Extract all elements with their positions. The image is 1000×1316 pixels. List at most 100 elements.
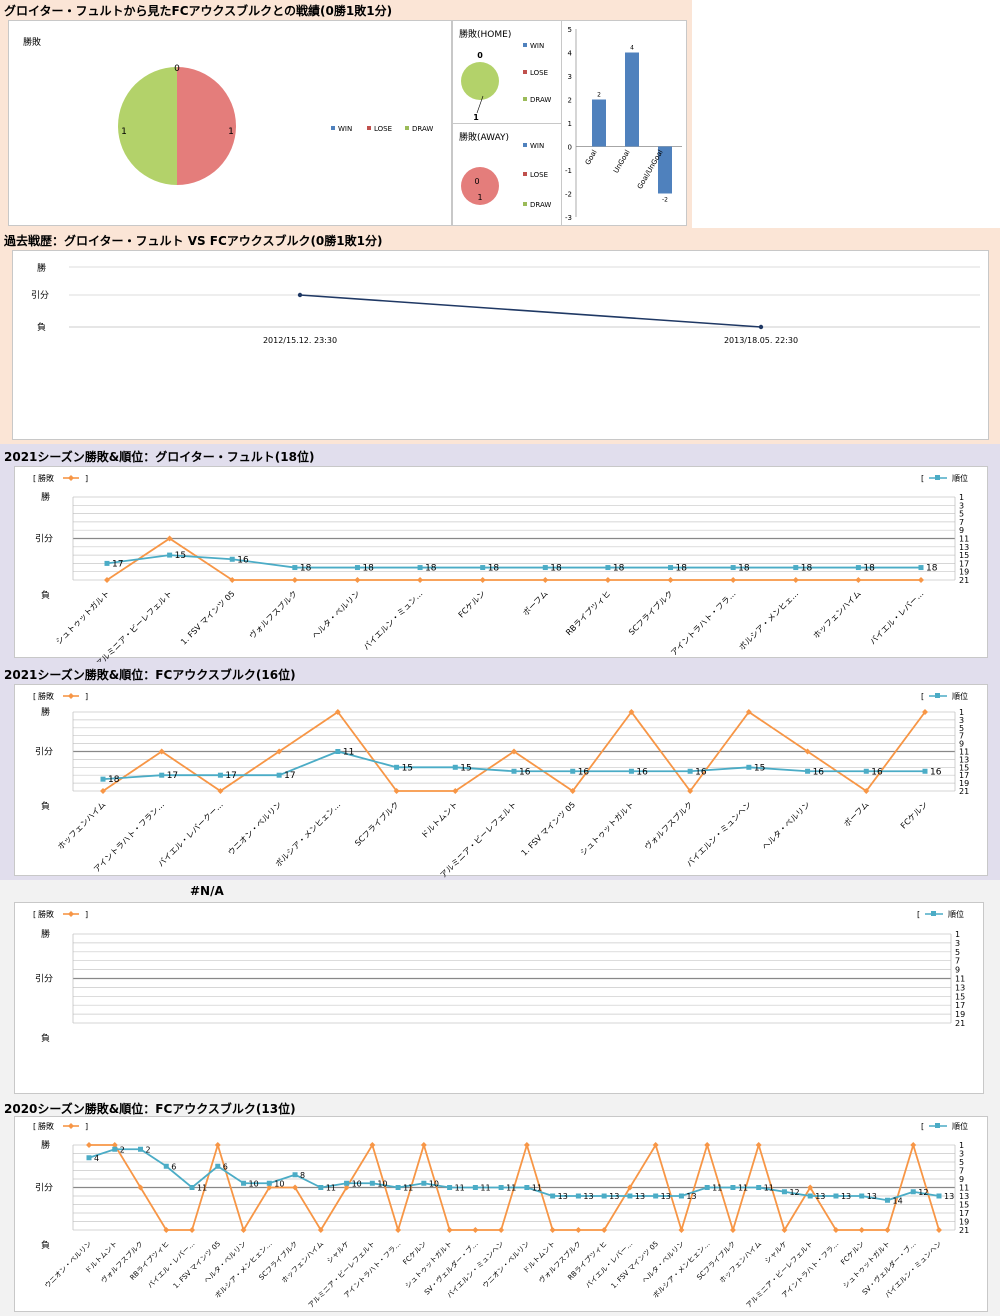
history-point <box>297 292 303 298</box>
furth2021-result-point <box>291 577 298 583</box>
aug2020-rank-tick: 13 <box>959 1192 969 1201</box>
legend-win-swatch <box>331 126 335 130</box>
legend-win-label: WIN <box>338 125 352 133</box>
empty-legend-result-marker <box>68 911 74 917</box>
goal-bar-1 <box>625 52 639 147</box>
aug2020-legend-result-marker <box>68 1123 74 1129</box>
aug2020-category: 1. FSV マインツ 05 <box>172 1240 222 1290</box>
aug2020-result-point <box>317 1227 324 1233</box>
aug2020-category: 1. FSV マインツ 05 <box>610 1240 660 1290</box>
empty-rank-tick: 5 <box>955 948 960 957</box>
aug2020-rank-point <box>575 1193 581 1199</box>
furth2021-result-point <box>667 577 674 583</box>
history-x-label: 2012/15.12. 23:30 <box>263 336 337 345</box>
aug2020-result-point <box>652 1142 659 1148</box>
pie-main-legend: WIN LOSE DRAW <box>331 125 433 133</box>
aug2020-rank-label: 10 <box>274 1179 284 1188</box>
furth2021-category: シュトゥットガルト <box>53 588 111 646</box>
aug2020-result-point <box>575 1227 582 1233</box>
goal-bar-panel: 5 4 3 2 1 0 -1 -2 -3 2 Goal 4 UnGoal -2 Goal/UnGoal <box>561 20 687 226</box>
aug2020-result-point <box>626 1184 633 1191</box>
furth2021-rank-point <box>918 565 924 571</box>
goal-bar-2 <box>658 146 672 194</box>
goal-bar-ytick: 1 <box>568 120 572 128</box>
aug2020-rank-tick: 19 <box>959 1218 969 1227</box>
aug2021-rank-tick: 1 <box>959 708 964 717</box>
section-history-title: 過去戦歴：グロイター・フュルト VS FCアウクスブルク(0勝1敗1分) <box>4 234 383 248</box>
section-season-augsburg-2021-title: 2021シーズン勝敗&順位：FCアウクスブルク(16位) <box>4 668 296 682</box>
empty-rank-tick: 17 <box>955 1001 965 1010</box>
furth2021-result-point <box>855 577 862 583</box>
aug2021-result-point <box>863 788 870 794</box>
history-point <box>758 324 764 330</box>
aug2020-result-point <box>704 1142 711 1148</box>
aug2020-rank-point <box>163 1163 169 1169</box>
empty-legend-bracket-open: [ <box>33 910 36 919</box>
furth2021-rank-point <box>229 556 235 562</box>
aug2021-rank-point <box>863 768 869 774</box>
aug2020-legend-result-label: 勝敗 <box>38 1121 54 1131</box>
aug2020-rank-label: 10 <box>429 1179 439 1188</box>
furth2021-legend-result-marker <box>68 475 74 481</box>
aug2020-category: シュトゥットガルト <box>841 1239 892 1290</box>
furth2021-legend-bracket-open: [ <box>33 474 36 483</box>
goal-bar-category: Goal <box>584 148 599 166</box>
aug2021-category: FCケルン <box>899 800 929 830</box>
furth2021-rank-point <box>292 565 298 571</box>
goal-bar-label: 4 <box>630 45 634 52</box>
aug2020-rank-tick: 1 <box>959 1141 964 1150</box>
aug2021-result-point <box>569 788 576 794</box>
aug2020-rank-label: 13 <box>609 1192 619 1201</box>
aug2020-legend-rank-marker <box>935 1123 940 1128</box>
empty-rank-tick: 3 <box>955 939 960 948</box>
furth2021-category: SCフライブルク <box>626 588 675 637</box>
goal-bar-ytick: 5 <box>568 26 572 34</box>
pie-away-legend-lose: LOSE <box>530 171 548 179</box>
section-season-furth-2021-title: 2021シーズン勝敗&順位：グロイター・フュルト(18位) <box>4 450 315 464</box>
aug2021-legend-rank-marker <box>935 693 940 698</box>
goal-bar-0 <box>592 99 606 147</box>
furth2021-result-point <box>918 577 924 583</box>
aug2021-category: ドルトムント <box>419 800 459 840</box>
aug2021-rank-label: 17 <box>225 771 236 781</box>
aug2020-result-point <box>858 1227 865 1233</box>
aug2020-category: ヴォルフスブルク <box>99 1239 145 1285</box>
aug2020-rank-point <box>781 1189 787 1195</box>
aug2021-rank-point <box>452 764 458 770</box>
pie-away-label-1: 1 <box>477 193 482 202</box>
pie-home-title: 勝敗(HOME) <box>459 30 512 40</box>
legend-draw-label: DRAW <box>412 125 433 133</box>
aug2021-rank-tick: 11 <box>959 748 969 757</box>
aug2021-result-point <box>334 709 341 715</box>
furth2021-rank-tick: 7 <box>959 518 964 527</box>
aug2020-rank-point <box>884 1197 890 1203</box>
aug2021-rank-label: 16 <box>813 767 825 777</box>
aug2020-rank-tick: 3 <box>959 1150 964 1159</box>
furth2021-rank-point <box>793 565 799 571</box>
aug2020-result-point <box>266 1184 273 1191</box>
aug2020-result-point <box>601 1227 608 1233</box>
aug2020-result-point <box>446 1227 453 1233</box>
aug2020-rank-label: 11 <box>532 1184 542 1193</box>
season-augsburg-2020-panel: [勝敗][順位勝引分負 1 3 5 7 9 11 13 15 17 19 21 4 2 2 6 11 6 10 10 8… <box>14 1116 988 1312</box>
furth2021-rank-label: 18 <box>863 564 875 574</box>
furth2021-legend-result-label: 勝敗 <box>38 473 54 483</box>
aug2021-legend-result-marker <box>68 693 74 699</box>
aug2021-category: ボルシア・メンヒェン… <box>274 800 343 869</box>
aug2021-rank-point <box>159 772 165 778</box>
furth2021-category: バイエルン・ミュン… <box>362 589 425 652</box>
pie-home-label-1: 1 <box>473 113 479 122</box>
aug2020-rank-tick: 15 <box>959 1201 969 1210</box>
history-y-lose: 負 <box>37 321 46 333</box>
aug2020-legend-bracket-open: [ <box>33 1122 36 1131</box>
furth2021-rank-line <box>106 554 921 569</box>
aug2021-rank-label: 17 <box>167 771 178 781</box>
aug2020-rank-label: 11 <box>712 1184 722 1193</box>
aug2020-rank-point <box>653 1193 659 1199</box>
aug2020-rank-label: 2 <box>146 1145 151 1154</box>
empty-rank-tick: 9 <box>955 966 960 975</box>
aug2020-rank-tick: 7 <box>959 1167 964 1176</box>
aug2020-rank-point <box>395 1185 401 1190</box>
